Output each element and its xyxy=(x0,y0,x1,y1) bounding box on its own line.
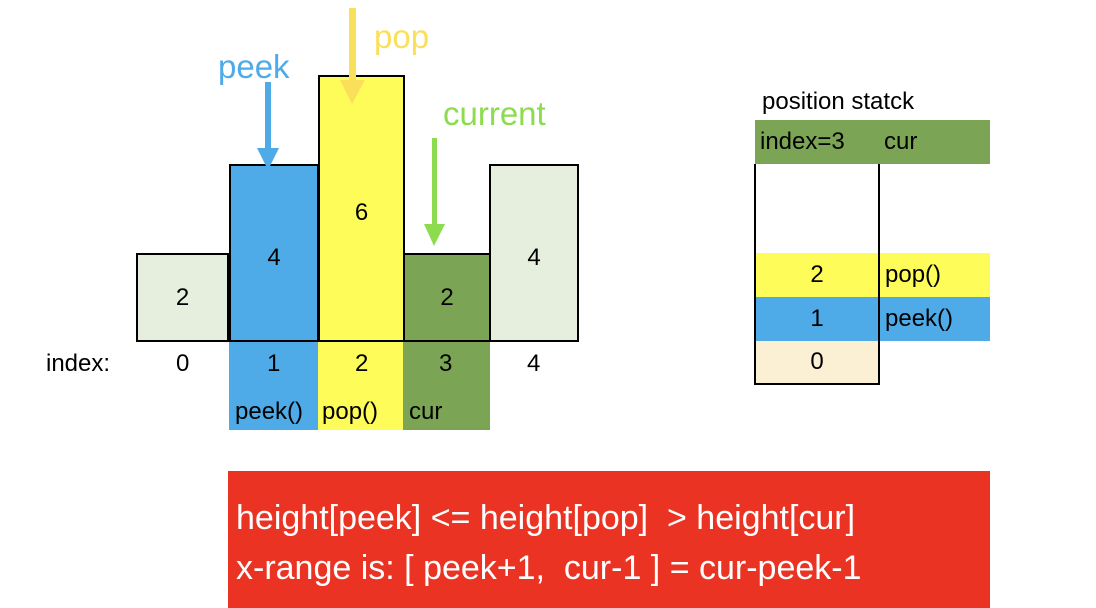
bar-index-0: 2 xyxy=(136,253,229,342)
bar-index-1: 4 xyxy=(229,164,319,342)
bar-value: 2 xyxy=(440,283,454,311)
role-label-peek: peek() xyxy=(235,398,304,425)
stack-title: position statck xyxy=(762,88,915,115)
index-1: 1 xyxy=(267,350,281,377)
index-highlight-pop xyxy=(318,342,403,430)
stack-row: 1 xyxy=(756,297,878,341)
bar-value: 4 xyxy=(527,244,541,271)
index-0: 0 xyxy=(176,350,190,377)
role-label-pop: pop() xyxy=(322,398,379,425)
current-arrow-label: current xyxy=(443,95,546,132)
stack-row-tag-cell: pop() xyxy=(880,253,990,297)
stack-divider xyxy=(878,164,880,341)
stack-row: 0 xyxy=(756,341,878,383)
stack-row-tag: pop() xyxy=(885,261,942,288)
current-arrow-icon xyxy=(424,138,445,246)
formula-line-2: x-range is: [ peek+1, cur-1 ] = cur-peek… xyxy=(236,549,862,587)
peek-arrow-label: peek xyxy=(218,48,290,85)
stack-row-value: 0 xyxy=(810,348,824,375)
index-highlight-cur xyxy=(403,342,490,430)
bar-value: 4 xyxy=(267,244,281,271)
formula-box: height[peek] <= height[pop] > height[cur… xyxy=(228,471,990,608)
bar-value: 6 xyxy=(354,199,369,226)
stack-row-tag: peek() xyxy=(885,305,954,332)
index-3: 3 xyxy=(439,350,453,377)
bar-index-4: 4 xyxy=(489,164,579,342)
peek-arrow-icon xyxy=(257,82,279,170)
index-4: 4 xyxy=(527,350,541,377)
stack-top-entry: index=3 cur xyxy=(755,120,990,164)
stack-row-tag-cell: peek() xyxy=(880,297,990,341)
formula-line-1: height[peek] <= height[pop] > height[cur… xyxy=(236,499,856,537)
stack-row-value: 1 xyxy=(810,305,824,332)
stack-top-index: index=3 xyxy=(760,128,845,155)
bar-value: 2 xyxy=(175,283,190,311)
bar-index-2: 6 xyxy=(318,75,405,342)
pop-arrow-icon xyxy=(340,8,365,104)
stack-row: 2 xyxy=(756,253,878,297)
stack-top-tag: cur xyxy=(884,128,918,155)
role-label-cur: cur xyxy=(409,398,443,425)
pop-arrow-label: pop xyxy=(374,18,430,55)
index-label: index: xyxy=(46,350,111,377)
index-2: 2 xyxy=(355,350,369,377)
index-highlight-peek xyxy=(229,342,319,430)
stack-row-value: 2 xyxy=(810,261,824,288)
